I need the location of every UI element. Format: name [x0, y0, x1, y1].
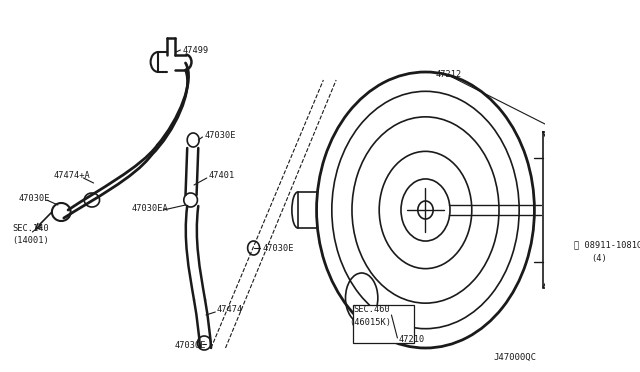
Text: 47030E: 47030E — [204, 131, 236, 140]
Text: SEC.140: SEC.140 — [12, 224, 49, 232]
Text: 47474+A: 47474+A — [54, 170, 90, 180]
Text: 47499: 47499 — [183, 45, 209, 55]
Text: 47030E: 47030E — [262, 244, 294, 253]
Text: 47212: 47212 — [436, 70, 462, 79]
Text: (14001): (14001) — [12, 235, 49, 244]
Text: 47030EA: 47030EA — [132, 203, 169, 212]
Text: 47474: 47474 — [217, 305, 243, 314]
Text: 47030E: 47030E — [175, 340, 206, 350]
Text: SEC.460: SEC.460 — [353, 305, 390, 314]
Text: J47000QC: J47000QC — [493, 353, 536, 362]
Text: (46015K): (46015K) — [349, 317, 391, 327]
Text: 47210: 47210 — [398, 336, 424, 344]
Text: ① 08911-1081G: ① 08911-1081G — [575, 241, 640, 250]
Text: 47401: 47401 — [209, 170, 235, 180]
FancyBboxPatch shape — [353, 305, 415, 343]
Text: 47030E: 47030E — [19, 193, 50, 202]
Text: (4): (4) — [591, 253, 607, 263]
